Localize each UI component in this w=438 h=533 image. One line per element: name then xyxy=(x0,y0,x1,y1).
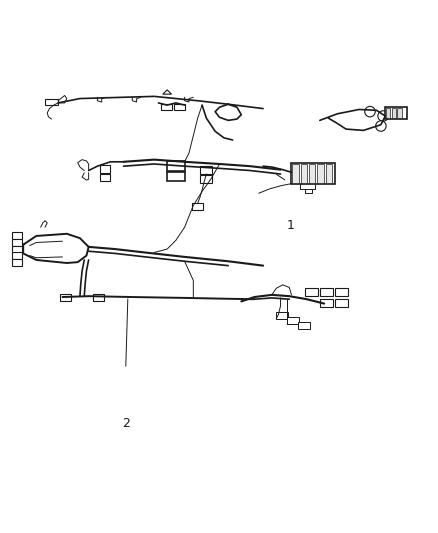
Circle shape xyxy=(375,121,385,131)
Bar xyxy=(391,108,395,118)
Bar xyxy=(173,104,184,110)
Bar xyxy=(99,174,110,181)
Polygon shape xyxy=(162,90,171,94)
Bar xyxy=(396,108,401,118)
Bar xyxy=(12,259,22,265)
Bar xyxy=(160,104,171,110)
Bar xyxy=(385,107,406,119)
Bar xyxy=(300,164,307,183)
Bar xyxy=(167,172,184,181)
Bar xyxy=(99,165,110,173)
Bar xyxy=(304,288,317,296)
Bar xyxy=(12,252,22,259)
Bar xyxy=(93,294,104,301)
Bar xyxy=(276,312,288,319)
Bar xyxy=(308,164,315,183)
Circle shape xyxy=(377,111,388,121)
Text: 2: 2 xyxy=(121,417,129,430)
Circle shape xyxy=(364,107,374,117)
Bar xyxy=(334,299,347,306)
Bar xyxy=(319,299,332,306)
Bar xyxy=(167,161,184,171)
Bar xyxy=(297,322,310,329)
Bar xyxy=(12,239,22,246)
Bar xyxy=(385,108,390,118)
Bar xyxy=(12,246,22,253)
Bar xyxy=(12,232,22,239)
Bar xyxy=(292,164,298,183)
Bar xyxy=(319,288,332,296)
Bar xyxy=(199,166,212,174)
Bar xyxy=(291,163,334,183)
Bar xyxy=(325,164,331,183)
Bar xyxy=(60,294,71,301)
Bar xyxy=(199,175,212,183)
Bar xyxy=(192,203,203,210)
Text: 1: 1 xyxy=(286,219,294,231)
Bar xyxy=(317,164,323,183)
Bar xyxy=(334,288,347,296)
Bar xyxy=(45,99,58,105)
Bar xyxy=(286,317,299,324)
